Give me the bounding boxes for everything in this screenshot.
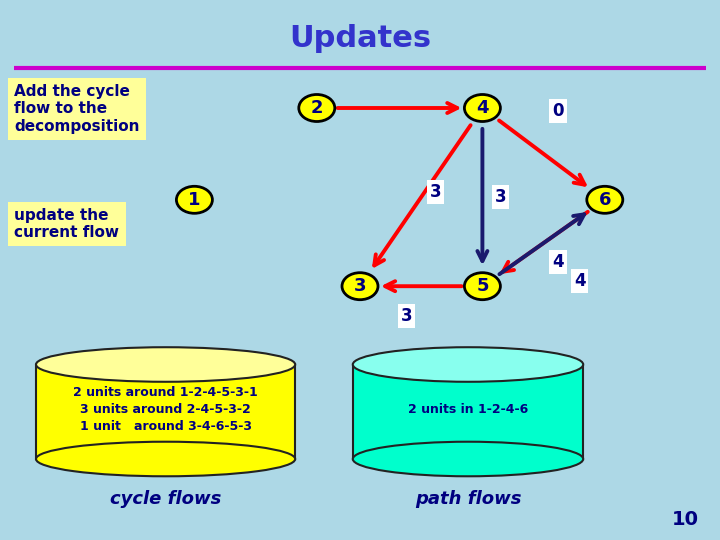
Text: 3: 3 — [401, 307, 413, 325]
Circle shape — [464, 94, 500, 122]
FancyBboxPatch shape — [353, 364, 583, 459]
Ellipse shape — [36, 442, 295, 476]
Text: 4: 4 — [574, 272, 585, 290]
Text: 5: 5 — [476, 277, 489, 295]
Ellipse shape — [36, 347, 295, 382]
Text: 3: 3 — [354, 277, 366, 295]
Text: 0: 0 — [552, 102, 564, 120]
Text: 4: 4 — [476, 99, 489, 117]
Circle shape — [299, 94, 335, 122]
Circle shape — [176, 186, 212, 213]
Text: 2: 2 — [310, 99, 323, 117]
Circle shape — [464, 273, 500, 300]
Text: 4: 4 — [552, 253, 564, 271]
Text: cycle flows: cycle flows — [110, 490, 221, 508]
Circle shape — [342, 273, 378, 300]
FancyBboxPatch shape — [36, 364, 295, 459]
Text: 1: 1 — [188, 191, 201, 209]
Text: 6: 6 — [598, 191, 611, 209]
Ellipse shape — [353, 347, 583, 382]
Text: 3: 3 — [430, 183, 441, 201]
Text: 10: 10 — [671, 510, 698, 529]
Ellipse shape — [353, 442, 583, 476]
Text: 3: 3 — [495, 188, 506, 206]
Text: 2 units in 1-2-4-6: 2 units in 1-2-4-6 — [408, 403, 528, 416]
Text: 2 units around 1-2-4-5-3-1
3 units around 2-4-5-3-2
1 unit   around 3-4-6-5-3: 2 units around 1-2-4-5-3-1 3 units aroun… — [73, 386, 258, 434]
Text: Add the cycle
flow to the
decomposition: Add the cycle flow to the decomposition — [14, 84, 140, 133]
Text: path flows: path flows — [415, 490, 521, 508]
Text: update the
current flow: update the current flow — [14, 208, 120, 240]
Text: Updates: Updates — [289, 24, 431, 53]
Circle shape — [587, 186, 623, 213]
